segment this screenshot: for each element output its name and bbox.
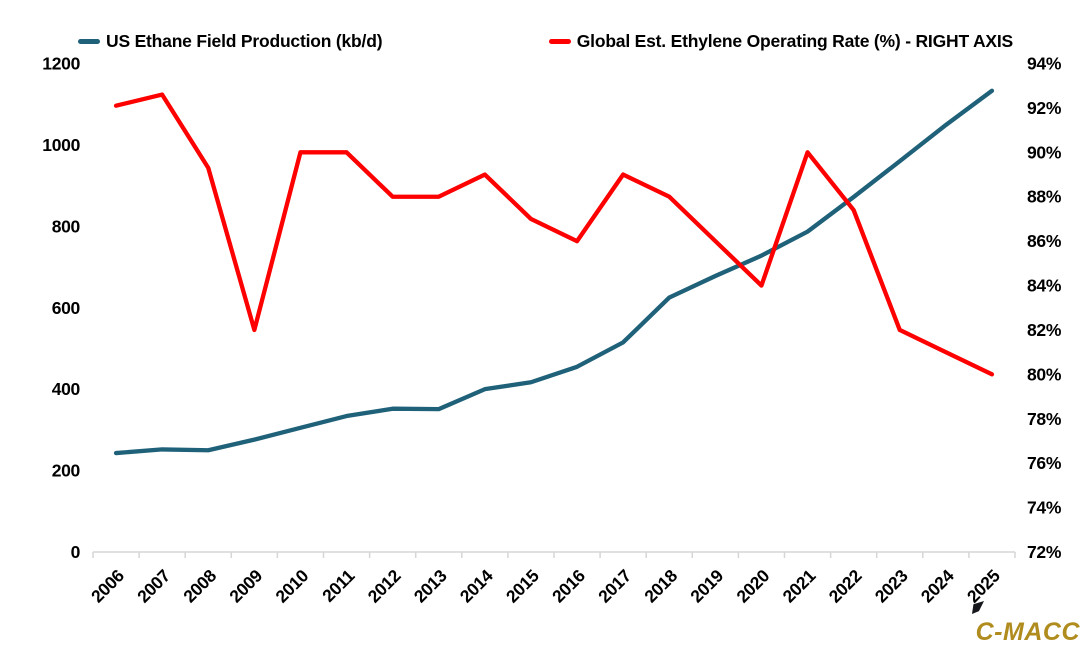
right-axis-tick-label: 80% xyxy=(1027,364,1062,384)
right-axis-tick-label: 74% xyxy=(1027,498,1062,518)
left-axis-tick-label: 1000 xyxy=(42,135,80,155)
x-axis-year-label: 2023 xyxy=(871,565,912,606)
right-axis-tick-label: 82% xyxy=(1027,320,1062,340)
x-axis-year-label: 2018 xyxy=(640,565,681,606)
series-line-operating-rate xyxy=(113,92,995,377)
right-axis-tick-label: 86% xyxy=(1027,231,1062,251)
right-axis-tick-label: 94% xyxy=(1027,54,1062,74)
x-axis-year-label: 2012 xyxy=(364,565,405,606)
legend-label-ethane: US Ethane Field Production (kb/d) xyxy=(106,31,383,51)
right-axis-tick-label: 84% xyxy=(1027,276,1062,296)
right-axis-tick-label: 78% xyxy=(1027,409,1062,429)
left-axis-tick-label: 0 xyxy=(71,542,81,562)
x-axis-year-label: 2010 xyxy=(271,565,312,606)
legend-label-operating-rate: Global Est. Ethylene Operating Rate (%) … xyxy=(576,31,1013,51)
legend-item-operating-rate: Global Est. Ethylene Operating Rate (%) … xyxy=(548,31,1013,52)
right-axis-tick-label: 90% xyxy=(1027,142,1062,162)
x-axis-year-label: 2007 xyxy=(133,566,174,607)
series-line-ethane-production xyxy=(113,88,995,456)
left-axis-tick-label: 600 xyxy=(52,298,81,318)
left-axis-tick-label: 800 xyxy=(52,216,81,236)
legend-line-swatch-ethane xyxy=(78,39,100,44)
cmacc-logo-text: C-MACC xyxy=(975,618,1080,646)
left-axis-tick-label: 1200 xyxy=(42,54,80,74)
right-axis-tick-label: 76% xyxy=(1027,453,1062,473)
x-axis-year-label: 2021 xyxy=(779,565,820,606)
x-axis-year-label: 2025 xyxy=(963,565,1004,606)
left-axis-tick-label: 400 xyxy=(52,379,81,399)
legend-item-ethane: US Ethane Field Production (kb/d) xyxy=(78,31,383,52)
x-axis-year-label: 2022 xyxy=(825,565,866,606)
x-axis-year-label: 2014 xyxy=(456,565,497,606)
x-axis-year-label: 2024 xyxy=(917,565,958,606)
x-axis-year-label: 2020 xyxy=(732,565,773,606)
x-axis-year-label: 2013 xyxy=(410,565,451,606)
x-axis-year-label: 2009 xyxy=(225,565,266,606)
x-axis-year-label: 2006 xyxy=(87,565,128,606)
legend-line-swatch-operating-rate xyxy=(548,39,571,44)
x-axis-year-label: 2011 xyxy=(318,565,359,606)
right-axis-tick-label: 88% xyxy=(1027,187,1062,207)
x-axis-year-label: 2017 xyxy=(594,566,635,607)
right-axis-tick-label: 92% xyxy=(1027,98,1062,118)
left-axis-tick-label: 200 xyxy=(52,461,81,481)
x-axis-year-label: 2008 xyxy=(179,565,220,606)
x-axis-year-label: 2015 xyxy=(502,565,543,606)
x-axis-year-label: 2016 xyxy=(548,565,589,606)
x-axis-year-label: 2019 xyxy=(686,565,727,606)
right-axis-tick-label: 72% xyxy=(1027,542,1062,562)
